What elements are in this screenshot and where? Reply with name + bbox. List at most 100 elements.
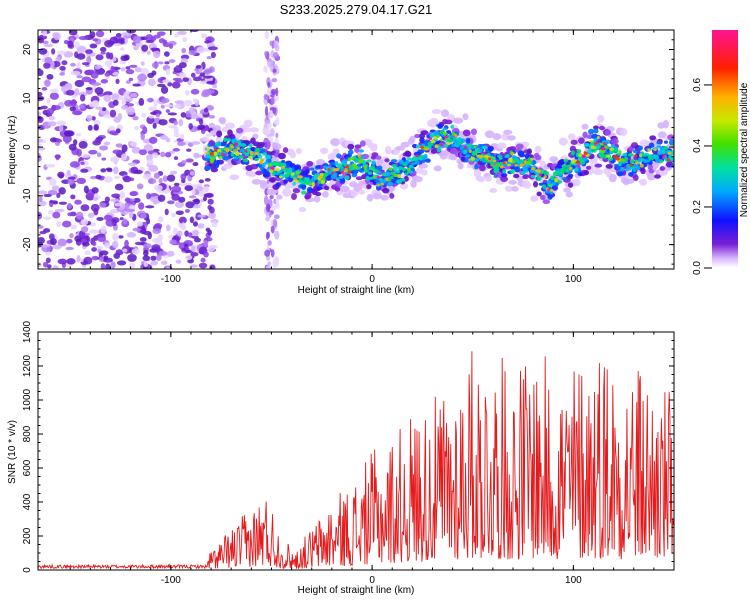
- stripe-blob: [274, 44, 280, 52]
- stripe-blob: [274, 230, 280, 240]
- noise-blob: [203, 251, 209, 258]
- noise-blob: [90, 175, 97, 180]
- signal-blob: [233, 156, 239, 160]
- noise-blob: [125, 69, 135, 75]
- noise-blob: [150, 47, 160, 51]
- noise-blob: [187, 232, 193, 238]
- noise-blob: [193, 76, 202, 82]
- noise-blob: [105, 51, 111, 59]
- noise-blob: [78, 140, 88, 149]
- stripe-blob: [271, 78, 278, 83]
- stripe-blob: [264, 105, 269, 116]
- noise-blob: [92, 140, 101, 146]
- signal-blob: [270, 166, 275, 170]
- signal-blob: [605, 154, 611, 158]
- noise-blob: [101, 157, 107, 161]
- noise-blob: [70, 194, 76, 200]
- noise-blob: [146, 192, 151, 200]
- signal-blob: [292, 188, 301, 194]
- noise-blob: [57, 238, 67, 247]
- figure-title: S233.2025.279.04.17.G21: [280, 2, 433, 17]
- noise-blob: [91, 255, 99, 261]
- signal-blob: [498, 155, 503, 161]
- signal-blob: [565, 191, 574, 198]
- colorbar-tick-label: 0.6: [692, 78, 703, 92]
- y-tick-label: 800: [22, 425, 33, 442]
- noise-blob: [42, 30, 48, 37]
- signal-blob: [385, 177, 389, 181]
- signal-blob: [254, 157, 259, 161]
- noise-blob: [51, 48, 56, 55]
- noise-blob: [207, 204, 212, 210]
- y-tick-label: 10: [22, 92, 33, 104]
- signal-blob: [473, 145, 477, 149]
- noise-blob: [61, 60, 68, 66]
- signal-blob: [597, 114, 605, 123]
- noise-blob: [140, 132, 145, 141]
- signal-blob: [259, 181, 268, 190]
- signal-blob: [618, 150, 622, 154]
- signal-blob: [376, 184, 382, 191]
- signal-blob: [327, 168, 331, 171]
- noise-blob: [147, 178, 157, 185]
- signal-blob: [464, 157, 469, 163]
- signal-blob: [581, 154, 586, 159]
- signal-blob: [421, 169, 428, 176]
- colorbar-tick-label: 0.0: [692, 261, 703, 275]
- signal-blob: [230, 174, 240, 180]
- signal-blob: [662, 119, 669, 129]
- signal-blob: [447, 145, 453, 149]
- noise-blob: [134, 169, 143, 174]
- signal-blob: [430, 139, 436, 144]
- noise-blob: [165, 266, 171, 269]
- noise-blob: [109, 109, 117, 118]
- signal-blob: [371, 160, 376, 166]
- noise-blob: [92, 241, 97, 247]
- stripe-blob: [273, 119, 280, 126]
- signal-blob: [485, 175, 492, 182]
- noise-blob: [76, 75, 83, 79]
- signal-blob: [281, 159, 286, 164]
- signal-blob: [213, 148, 218, 152]
- noise-blob: [117, 37, 125, 42]
- signal-blob: [648, 168, 655, 174]
- noise-blob: [69, 233, 74, 239]
- signal-blob: [395, 169, 401, 174]
- noise-blob: [38, 236, 45, 244]
- noise-blob: [80, 168, 89, 173]
- noise-blob: [174, 100, 185, 104]
- noise-blob: [38, 196, 43, 203]
- noise-blob: [198, 118, 204, 125]
- noise-blob: [165, 104, 174, 108]
- signal-blob: [563, 158, 568, 163]
- signal-blob: [667, 134, 674, 141]
- noise-blob: [173, 182, 180, 187]
- signal-blob: [460, 156, 466, 162]
- noise-blob: [55, 139, 63, 143]
- noise-blob: [52, 244, 62, 250]
- noise-blob: [111, 93, 120, 101]
- x-tick-label: 0: [369, 274, 375, 285]
- noise-blob: [99, 250, 109, 256]
- signal-blob: [582, 131, 588, 139]
- noise-blob: [181, 222, 186, 229]
- signal-blob: [242, 158, 249, 163]
- stripe-blob: [267, 261, 272, 266]
- signal-blob: [618, 161, 623, 167]
- signal-blob: [522, 174, 529, 180]
- signal-blob: [277, 152, 286, 160]
- noise-blob: [139, 68, 150, 75]
- noise-blob: [166, 174, 176, 182]
- noise-blob: [97, 234, 107, 243]
- signal-blob: [536, 175, 542, 182]
- signal-blob: [373, 169, 379, 174]
- signal-blob: [519, 163, 525, 167]
- signal-blob: [478, 154, 484, 159]
- signal-blob: [380, 182, 384, 186]
- noise-blob: [157, 234, 163, 242]
- signal-blob: [468, 159, 475, 165]
- signal-blob: [496, 164, 501, 167]
- noise-blob: [159, 135, 168, 140]
- noise-blob: [86, 56, 92, 65]
- noise-blob: [160, 260, 168, 265]
